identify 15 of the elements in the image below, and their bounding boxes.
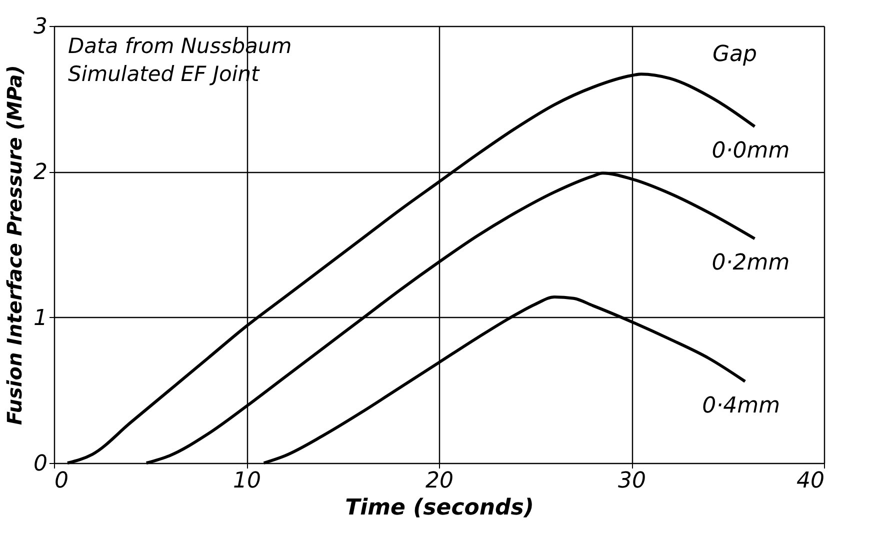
- y-tick-label: 1: [34, 306, 48, 331]
- x-tick-label: 0: [54, 468, 68, 494]
- x-tick-label: 40: [796, 468, 824, 494]
- series-label: 0·0mm: [712, 138, 790, 164]
- x-tick-label: 10: [233, 468, 261, 494]
- y-tick-label: 3: [34, 14, 48, 40]
- x-tick-label: 30: [618, 468, 646, 494]
- y-tick-label: 0: [34, 452, 48, 476]
- y-tick-label: 2: [34, 160, 48, 186]
- x-axis-title: Time (seconds): [345, 496, 534, 520]
- series-label: 0·4mm: [702, 393, 780, 418]
- legend-title: Gap: [712, 42, 757, 67]
- series-label: 0·2mm: [712, 250, 790, 276]
- x-tick-label: 20: [426, 468, 454, 494]
- y-axis-title: Fusion Interface Pressure (MPa): [2, 65, 27, 425]
